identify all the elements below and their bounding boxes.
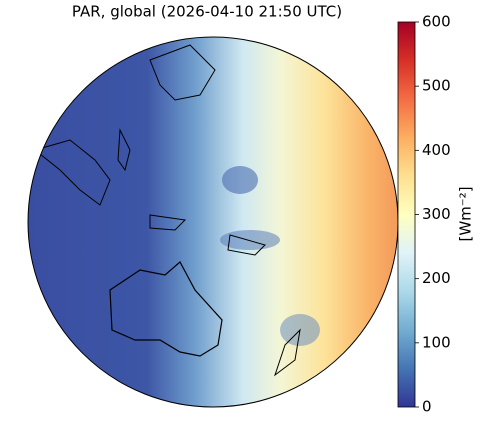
colorbar [397,21,416,408]
map-title: PAR, global (2026-04-10 21:50 UTC) [72,3,342,21]
colorbar-tick-label: 200 [422,269,451,287]
colorbar-tick-label: 300 [422,205,451,223]
colorbar-tick-label: 600 [422,13,451,31]
colorbar-label: [Wm⁻²] [457,186,475,241]
colorbar-tick-label: 0 [422,398,432,416]
globe [28,37,398,407]
colorbar-tick-label: 100 [422,333,451,351]
colorbar-tick-label: 500 [422,77,451,95]
colorbar-tick-label: 400 [422,141,451,159]
